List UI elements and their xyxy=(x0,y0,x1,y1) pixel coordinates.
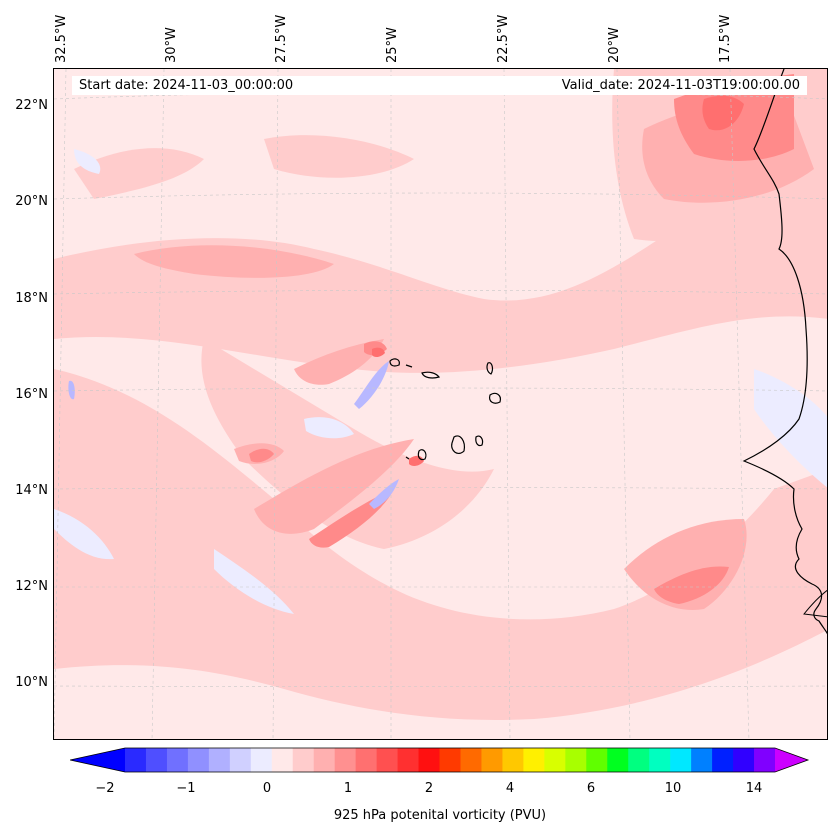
colorbar-swatch xyxy=(607,748,629,772)
colorbar-swatch xyxy=(229,748,252,772)
colorbar-swatch xyxy=(754,748,776,772)
colorbar-label: 925 hPa potenital vorticity (PVU) xyxy=(333,808,547,823)
colorbar-tick-label: 2 xyxy=(424,781,434,796)
colorbar-swatch xyxy=(460,748,482,772)
colorbar-swatch xyxy=(397,748,420,772)
colorbar-swatch xyxy=(523,748,545,772)
pv-contour-negative xyxy=(68,361,399,509)
lat-label-16n: 16°N xyxy=(15,387,48,402)
cape-verde-islands xyxy=(389,358,501,461)
colorbar-swatch xyxy=(502,748,524,772)
graticule xyxy=(54,69,827,739)
colorbar-tick-label: 10 xyxy=(664,781,682,796)
colorbar-swatch xyxy=(691,748,713,772)
colorbar-swatch xyxy=(208,748,231,772)
colorbar xyxy=(70,747,810,773)
colorbar-outline xyxy=(70,747,810,773)
lon-label-20w: 20°W xyxy=(607,27,622,63)
lat-label-22n: 22°N xyxy=(15,98,48,113)
lon-label-17-5w: 17.5°W xyxy=(718,14,733,63)
island-sao-nicolau xyxy=(421,371,441,379)
colorbar-swatch xyxy=(376,748,399,772)
colorbar-tick-label: −2 xyxy=(95,781,115,796)
colorbar-tick-label: 14 xyxy=(745,781,763,796)
island-sal xyxy=(486,362,494,375)
lat-label-14n: 14°N xyxy=(15,483,48,498)
map-canvas xyxy=(54,69,827,739)
map-panel xyxy=(53,68,828,740)
island-santiago xyxy=(451,435,465,455)
colorbar-swatch xyxy=(166,748,189,772)
lon-label-27-5w: 27.5°W xyxy=(274,14,289,63)
colorbar-swatch xyxy=(544,748,566,772)
colorbar-tick-label: 4 xyxy=(505,781,515,796)
colorbar-swatch xyxy=(145,748,168,772)
colorbar-swatch xyxy=(355,748,378,772)
colorbar-swatch xyxy=(586,748,608,772)
start-date-label: Start date: 2024-11-03_00:00:00 xyxy=(79,78,294,93)
island-boa-vista xyxy=(489,392,501,404)
colorbar-tick-label: 6 xyxy=(586,781,596,796)
colorbar-swatch xyxy=(334,748,357,772)
lat-label-12n: 12°N xyxy=(15,579,48,594)
colorbar-swatch xyxy=(125,748,147,772)
coastline-detail xyxy=(803,589,827,618)
island-fogo xyxy=(417,449,427,461)
colorbar-swatch xyxy=(313,748,336,772)
colorbar-swatch xyxy=(439,748,461,772)
island-maio xyxy=(475,435,484,447)
colorbar-swatch xyxy=(733,748,755,772)
lat-label-10n: 10°N xyxy=(15,675,48,690)
lat-label-18n: 18°N xyxy=(15,291,48,306)
lon-label-30w: 30°W xyxy=(164,27,179,63)
colorbar-swatch xyxy=(250,748,273,772)
lon-label-22-5w: 22.5°W xyxy=(496,14,511,63)
colorbar-swatch xyxy=(565,748,587,772)
pv-contour-peak xyxy=(372,95,744,466)
colorbar-swatch xyxy=(418,748,441,772)
island-santo-antao xyxy=(389,358,400,367)
colorbar-swatch xyxy=(271,748,294,772)
date-header-bar xyxy=(72,76,807,95)
lon-label-25w: 25°W xyxy=(385,27,400,63)
africa-coastline xyxy=(742,69,827,635)
island-brava xyxy=(405,456,410,460)
colorbar-swatch xyxy=(712,748,734,772)
colorbar-swatch xyxy=(670,748,692,772)
lon-label-32-5w: 32.5°W xyxy=(54,14,69,63)
colorbar-extend-max xyxy=(775,748,808,772)
island-sao-vicente xyxy=(405,364,413,368)
colorbar-tick-label: −1 xyxy=(176,781,196,796)
colorbar-swatch xyxy=(187,748,210,772)
colorbar-extend-min xyxy=(70,748,125,772)
colorbar-tick-label: 1 xyxy=(343,781,353,796)
colorbar-tick-label: 0 xyxy=(262,781,272,796)
colorbar-swatch xyxy=(649,748,671,772)
colorbar-swatch xyxy=(481,748,503,772)
colorbar-swatch xyxy=(292,748,315,772)
lat-label-20n: 20°N xyxy=(15,194,48,209)
valid-date-label: Valid_date: 2024-11-03T19:00:00.00 xyxy=(561,78,800,93)
colorbar-swatch xyxy=(628,748,650,772)
